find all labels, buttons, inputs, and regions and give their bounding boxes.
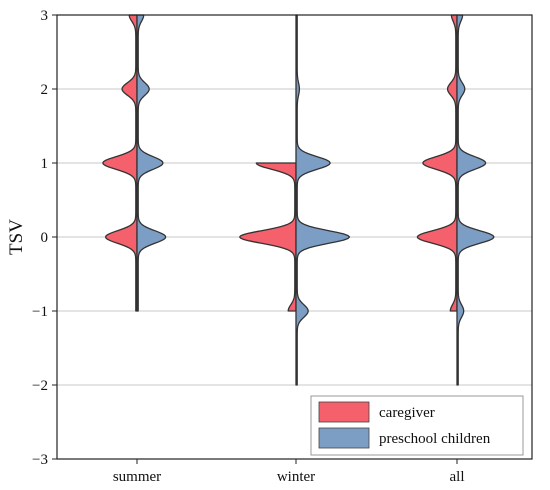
legend-swatch-caregiver [318, 401, 370, 423]
x-tick-label: summer [113, 469, 161, 485]
legend-label-preschool-children: preschool children [379, 431, 491, 447]
violin-winter-preschool-children [295, 14, 351, 386]
y-tick-label: 0 [41, 230, 49, 246]
violin-all-preschool-children [456, 14, 495, 386]
violin-summer-caregiver [102, 14, 138, 312]
violin-all-caregiver [416, 14, 458, 312]
y-tick-label: −3 [32, 452, 48, 468]
y-tick-label: 1 [41, 156, 49, 172]
x-tick-label: winter [277, 469, 315, 485]
violin-plots [102, 14, 495, 386]
y-tick-label: 3 [41, 8, 49, 24]
y-tick-label: −2 [32, 378, 48, 394]
legend-swatch-preschool-children [318, 427, 370, 449]
violin-summer-preschool-children [136, 14, 167, 312]
y-tick-label: 2 [41, 82, 49, 98]
y-tick-label: −1 [32, 304, 48, 320]
legend: caregiver preschool children [310, 395, 524, 456]
legend-label-caregiver: caregiver [379, 405, 435, 421]
violin-winter-caregiver [239, 162, 297, 312]
y-axis-label: TSV [6, 219, 27, 255]
x-axis-ticks: summer winter all [113, 459, 465, 485]
x-tick-label: all [450, 469, 465, 485]
y-axis-ticks: 3 2 1 0 −1 −2 −3 [32, 8, 57, 468]
